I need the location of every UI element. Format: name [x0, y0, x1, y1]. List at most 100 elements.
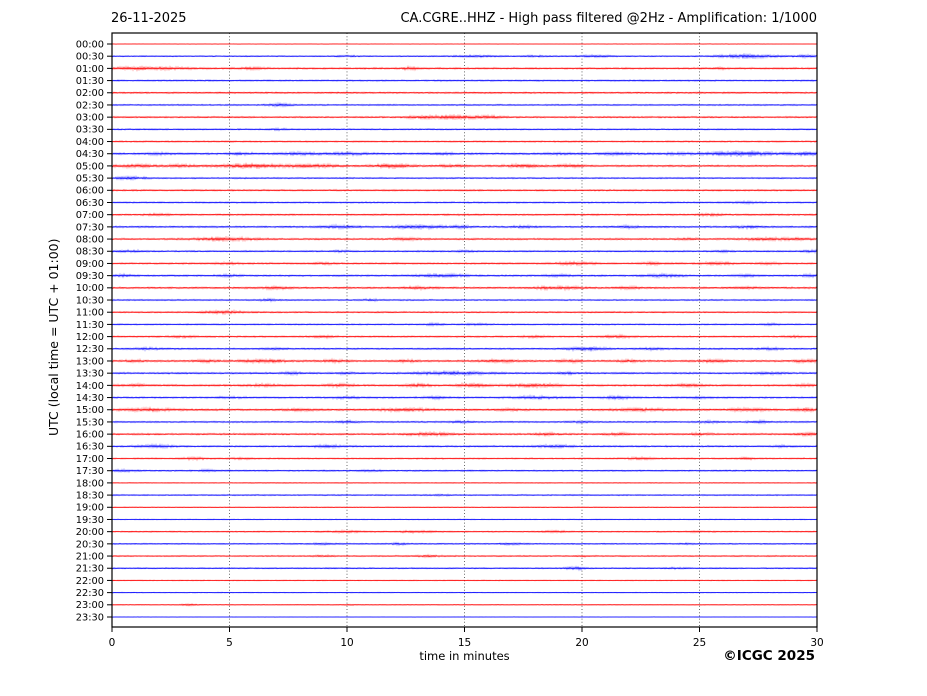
- seismic-trace-1930: [111, 518, 818, 521]
- seismic-trace-0630: [111, 201, 818, 204]
- seismic-trace-0100: [111, 66, 818, 71]
- row-label: 05:00: [76, 161, 104, 172]
- seismic-trace-2130: [111, 566, 818, 570]
- row-label: 11:00: [76, 308, 104, 319]
- x-tick-label: 20: [575, 637, 588, 649]
- row-label: 17:30: [76, 466, 104, 477]
- seismic-trace-2000: [111, 530, 818, 533]
- x-tick-label: 10: [340, 637, 353, 649]
- seismic-trace-1100: [111, 310, 818, 314]
- seismic-trace-0830: [111, 249, 818, 253]
- seismic-trace-0230: [111, 103, 818, 107]
- seismic-trace-0600: [111, 189, 818, 192]
- row-label: 03:00: [76, 113, 104, 124]
- seismic-trace-0130: [111, 79, 818, 82]
- seismic-trace-0200: [111, 91, 818, 94]
- seismic-trace-0800: [111, 237, 818, 241]
- row-label: 22:30: [76, 588, 104, 599]
- row-label: 20:30: [76, 539, 104, 550]
- seismic-trace-1500: [111, 407, 818, 412]
- seismic-trace-1030: [111, 298, 818, 302]
- seismic-trace-1530: [111, 420, 818, 424]
- seismic-trace-1400: [111, 383, 818, 388]
- row-label: 01:00: [76, 64, 104, 75]
- seismic-trace-0530: [111, 176, 818, 180]
- row-label: 14:30: [76, 393, 104, 404]
- seismic-trace-0430: [111, 151, 818, 156]
- page-title: CA.CGRE..HHZ - High pass filtered @2Hz -…: [400, 11, 817, 26]
- seismic-trace-1730: [111, 469, 818, 472]
- row-label: 02:30: [76, 100, 104, 111]
- seismic-trace-1430: [111, 396, 818, 400]
- seismic-trace-0400: [111, 140, 818, 143]
- row-label: 06:00: [76, 186, 104, 197]
- seismic-trace-0730: [111, 225, 818, 229]
- row-label: 16:00: [76, 430, 104, 441]
- row-label: 12:30: [76, 344, 104, 355]
- seismic-trace-0700: [111, 213, 818, 217]
- seismic-trace-1700: [111, 457, 818, 460]
- row-label: 10:30: [76, 295, 104, 306]
- seismic-trace-2200: [111, 579, 818, 582]
- row-label: 23:30: [76, 612, 104, 623]
- row-label: 18:00: [76, 478, 104, 489]
- row-label: 21:30: [76, 564, 104, 575]
- row-label: 20:00: [76, 527, 104, 538]
- x-tick-label: 25: [693, 637, 706, 649]
- row-label: 11:30: [76, 320, 104, 331]
- seismic-trace-1000: [111, 286, 818, 290]
- seismic-trace-1600: [111, 432, 818, 436]
- row-label: 09:30: [76, 271, 104, 282]
- x-tick-label: 5: [226, 637, 233, 649]
- seismic-trace-0030: [111, 54, 818, 59]
- row-label: 07:30: [76, 222, 104, 233]
- row-label: 02:00: [76, 88, 104, 99]
- row-label: 15:00: [76, 405, 104, 416]
- row-label: 18:30: [76, 490, 104, 501]
- x-axis-label: time in minutes: [419, 649, 510, 663]
- date-label: 26-11-2025: [111, 11, 187, 26]
- row-label: 01:30: [76, 76, 104, 87]
- row-label: 19:30: [76, 515, 104, 526]
- seismic-trace-0930: [111, 273, 818, 278]
- row-label: 12:00: [76, 332, 104, 343]
- row-label: 05:30: [76, 174, 104, 185]
- seismic-trace-0330: [111, 128, 818, 131]
- seismic-trace-2100: [111, 554, 818, 558]
- row-label: 04:00: [76, 137, 104, 148]
- row-label: 23:00: [76, 600, 104, 611]
- seismic-trace-0500: [111, 163, 818, 169]
- row-label: 17:00: [76, 454, 104, 465]
- row-label: 07:00: [76, 210, 104, 221]
- copyright-label: ©ICGC 2025: [723, 648, 815, 664]
- row-label: 19:00: [76, 503, 104, 514]
- seismic-trace-0300: [111, 115, 818, 120]
- row-label: 06:30: [76, 198, 104, 209]
- seismic-trace-1830: [111, 493, 818, 497]
- row-label: 16:30: [76, 442, 104, 453]
- seismic-trace-1230: [111, 346, 818, 351]
- row-label: 22:00: [76, 576, 104, 587]
- x-tick-label: 30: [810, 637, 823, 649]
- row-label: 15:30: [76, 417, 104, 428]
- seismic-trace-0900: [111, 261, 818, 266]
- row-label: 13:30: [76, 369, 104, 380]
- x-tick-label: 15: [458, 637, 471, 649]
- row-label: 00:00: [76, 39, 104, 50]
- row-label: 09:00: [76, 259, 104, 270]
- seismic-trace-1200: [111, 335, 818, 339]
- row-label: 21:00: [76, 551, 104, 562]
- row-label: 14:00: [76, 381, 104, 392]
- row-label: 08:00: [76, 234, 104, 245]
- plot-frame: [111, 32, 818, 628]
- seismic-trace-1330: [111, 371, 818, 376]
- row-label: 10:00: [76, 283, 104, 294]
- seismic-trace-2300: [111, 603, 818, 606]
- row-label: 13:00: [76, 356, 104, 367]
- row-label: 03:30: [76, 125, 104, 136]
- seismic-trace-1630: [111, 444, 818, 448]
- seismic-trace-1300: [111, 359, 818, 363]
- row-label: 00:30: [76, 52, 104, 63]
